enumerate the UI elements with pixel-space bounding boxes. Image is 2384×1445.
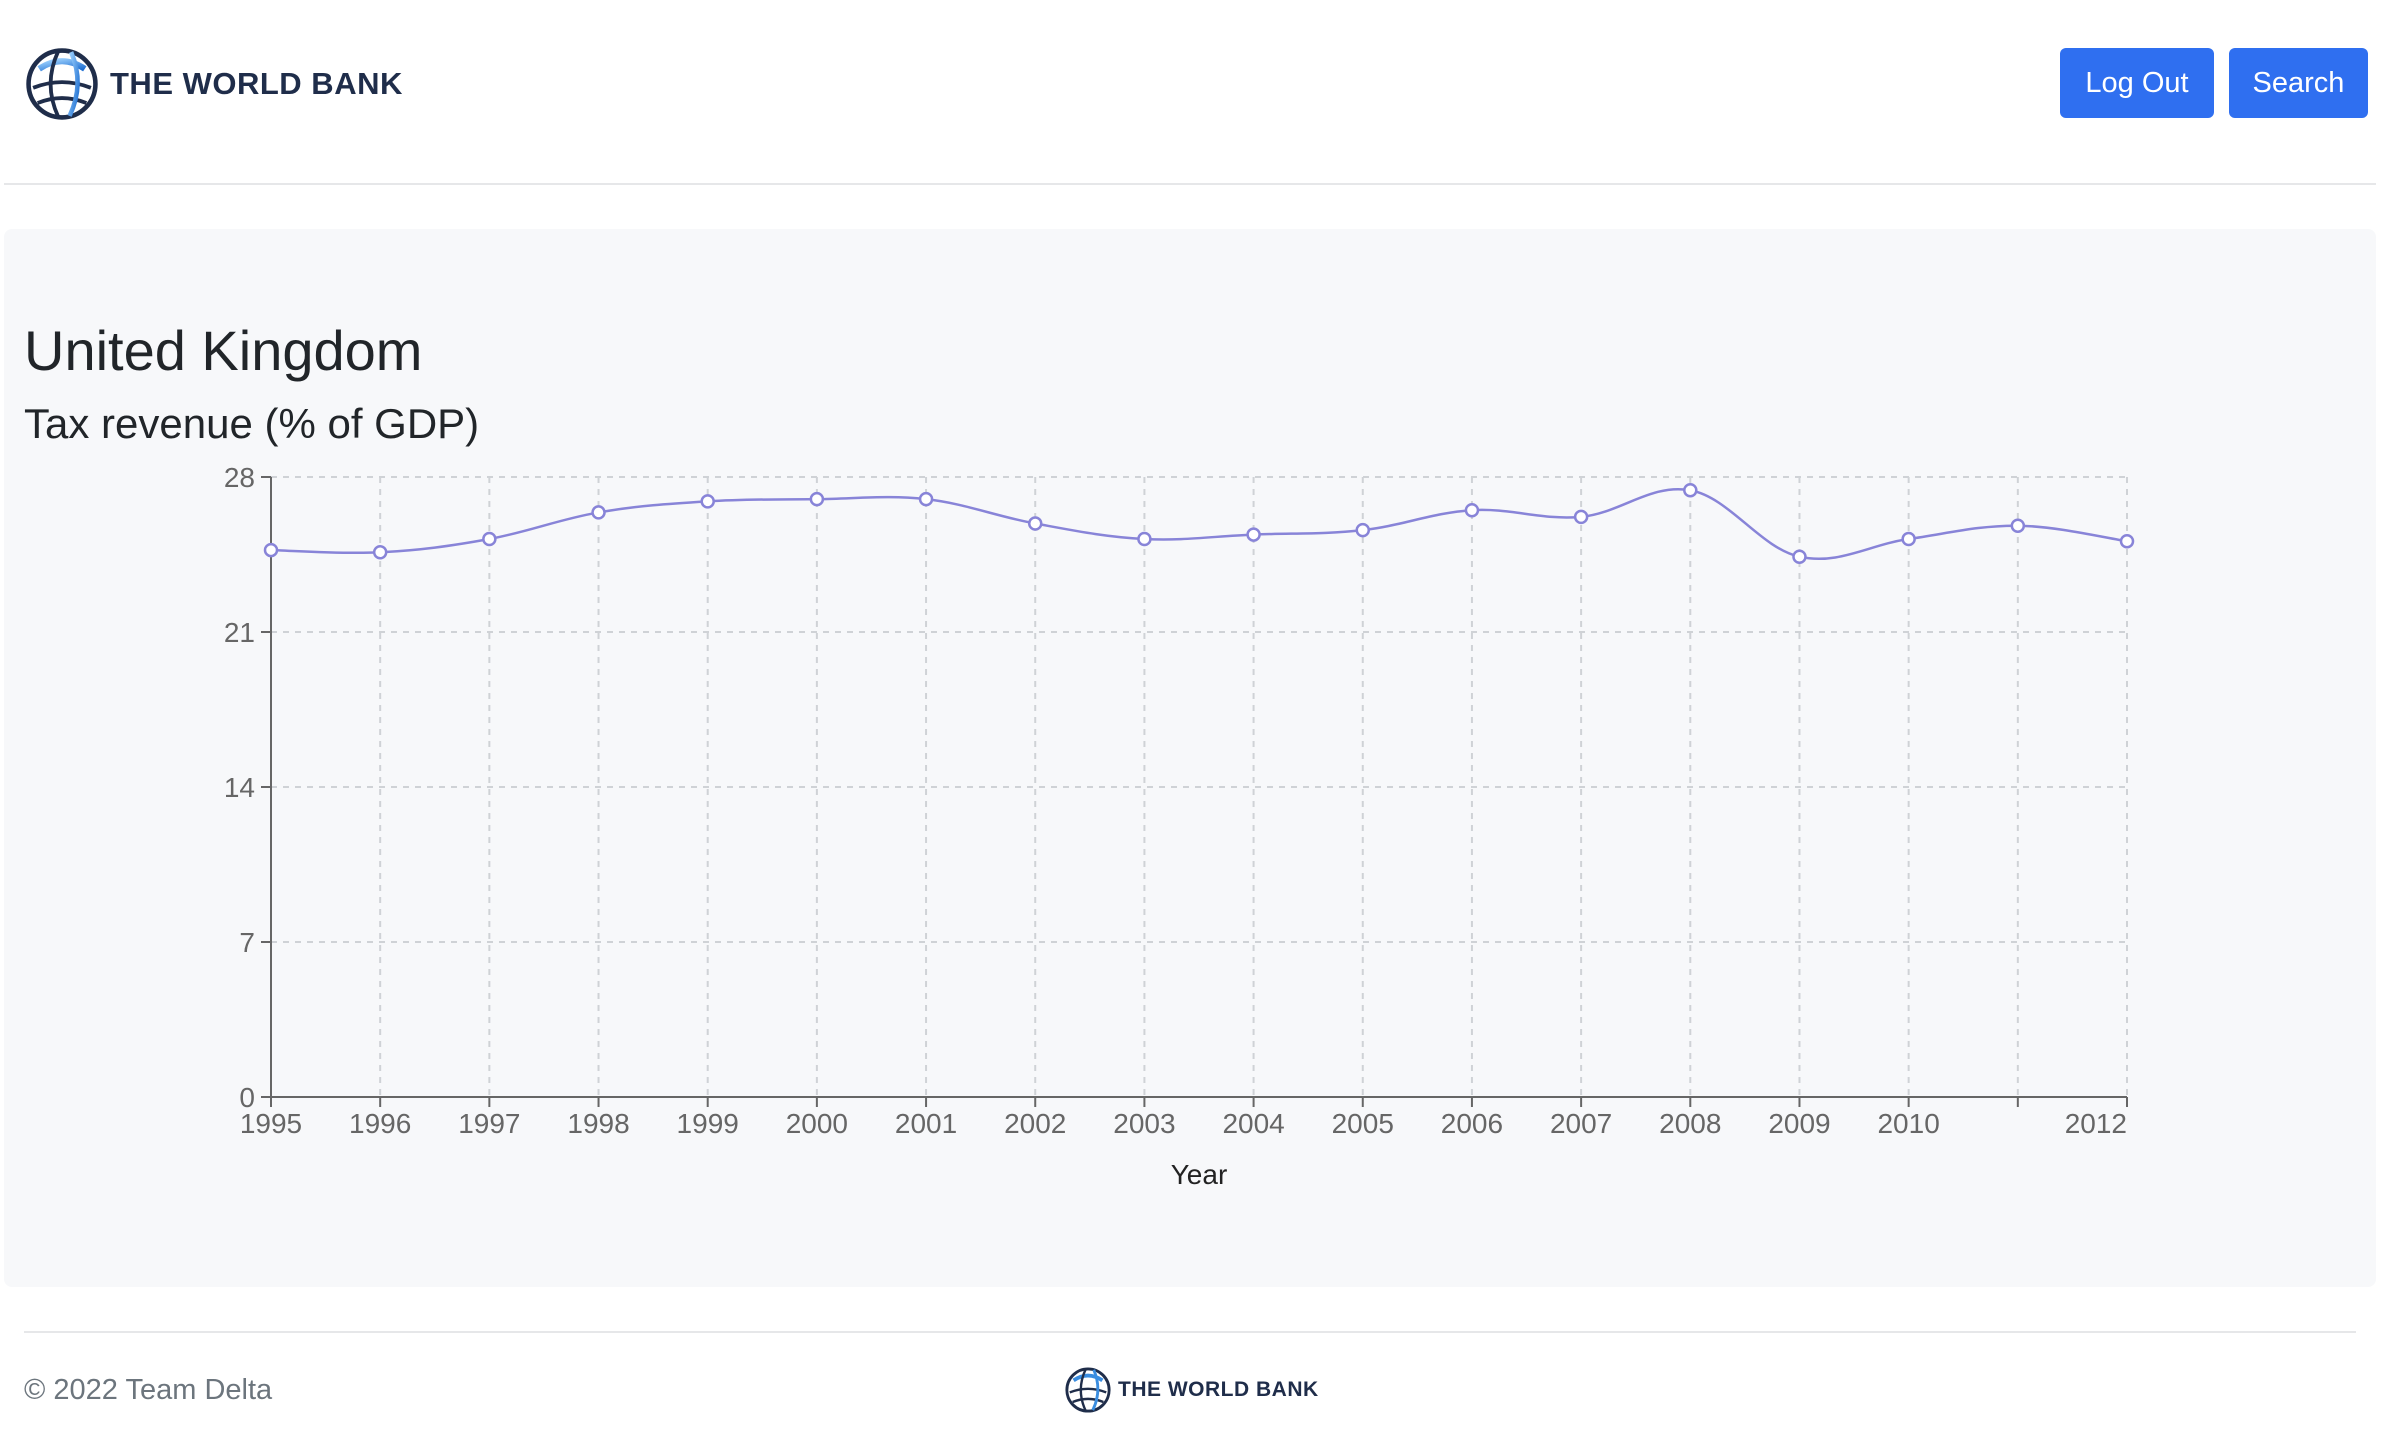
data-point bbox=[1355, 522, 1371, 538]
x-axis-label: Year bbox=[1171, 1159, 1228, 1190]
globe-icon bbox=[1065, 1367, 1111, 1413]
series-line bbox=[270, 487, 2128, 561]
x-tick-label: 1999 bbox=[677, 1108, 739, 1139]
x-tick-label: 2006 bbox=[1441, 1108, 1503, 1139]
world-bank-logo[interactable]: THE WORLD BANK bbox=[24, 44, 403, 124]
data-point bbox=[1792, 549, 1807, 564]
globe-icon bbox=[26, 48, 98, 120]
x-tick-label: 2009 bbox=[1768, 1108, 1830, 1139]
data-point bbox=[1464, 502, 1480, 518]
x-tick-label: 2008 bbox=[1659, 1108, 1721, 1139]
data-point bbox=[1901, 531, 1916, 547]
x-tick-label: 1996 bbox=[349, 1108, 411, 1139]
logo-text: THE WORLD BANK bbox=[110, 66, 403, 101]
x-tick-label: 2007 bbox=[1550, 1108, 1612, 1139]
data-point bbox=[1683, 483, 1698, 498]
x-tick-label: 1995 bbox=[240, 1108, 302, 1139]
y-tick-label: 0 bbox=[239, 1082, 255, 1113]
indicator-title: Tax revenue (% of GDP) bbox=[24, 400, 480, 447]
x-tick-label: 2004 bbox=[1222, 1108, 1284, 1139]
data-point bbox=[918, 491, 934, 507]
data-point bbox=[1246, 527, 1261, 542]
logout-button[interactable]: Log Out bbox=[2060, 48, 2214, 118]
data-point bbox=[482, 531, 497, 547]
x-tick-label: 2002 bbox=[1004, 1108, 1066, 1139]
data-point bbox=[591, 505, 606, 520]
copyright-text: © 2022 Team Delta bbox=[24, 1374, 273, 1406]
x-tick-label: 2010 bbox=[1877, 1108, 1939, 1139]
y-tick-label: 28 bbox=[224, 462, 255, 493]
x-tick-label: 1998 bbox=[567, 1108, 629, 1139]
data-point bbox=[1027, 516, 1043, 531]
footer-world-bank-logo[interactable]: THE WORLD BANK bbox=[1064, 1366, 1319, 1414]
data-point bbox=[809, 491, 825, 507]
country-title: United Kingdom bbox=[24, 319, 423, 382]
x-tick-label: 2003 bbox=[1113, 1108, 1175, 1139]
data-point bbox=[372, 545, 388, 560]
site-header: THE WORLD BANK Log Out Search bbox=[0, 0, 2384, 185]
footer-divider bbox=[24, 1331, 2356, 1333]
chart-panel bbox=[4, 229, 2376, 1287]
x-tick-label: 2000 bbox=[786, 1108, 848, 1139]
x-tick-label: 2012 bbox=[2065, 1108, 2127, 1139]
y-tick-label: 21 bbox=[224, 617, 255, 648]
y-tick-label: 14 bbox=[224, 772, 255, 803]
x-tick-label: 2001 bbox=[895, 1108, 957, 1139]
data-point bbox=[700, 494, 715, 509]
data-point bbox=[2119, 533, 2135, 549]
search-button[interactable]: Search bbox=[2229, 48, 2368, 118]
footer-logo-text: THE WORLD BANK bbox=[1118, 1378, 1319, 1401]
header-divider bbox=[4, 183, 2376, 185]
x-tick-label: 2005 bbox=[1332, 1108, 1394, 1139]
x-tick-label: 1997 bbox=[458, 1108, 520, 1139]
y-tick-label: 7 bbox=[239, 927, 255, 958]
data-point bbox=[2010, 518, 2026, 533]
data-point bbox=[263, 542, 279, 558]
data-point bbox=[1137, 531, 1152, 547]
data-point bbox=[1573, 509, 1589, 525]
